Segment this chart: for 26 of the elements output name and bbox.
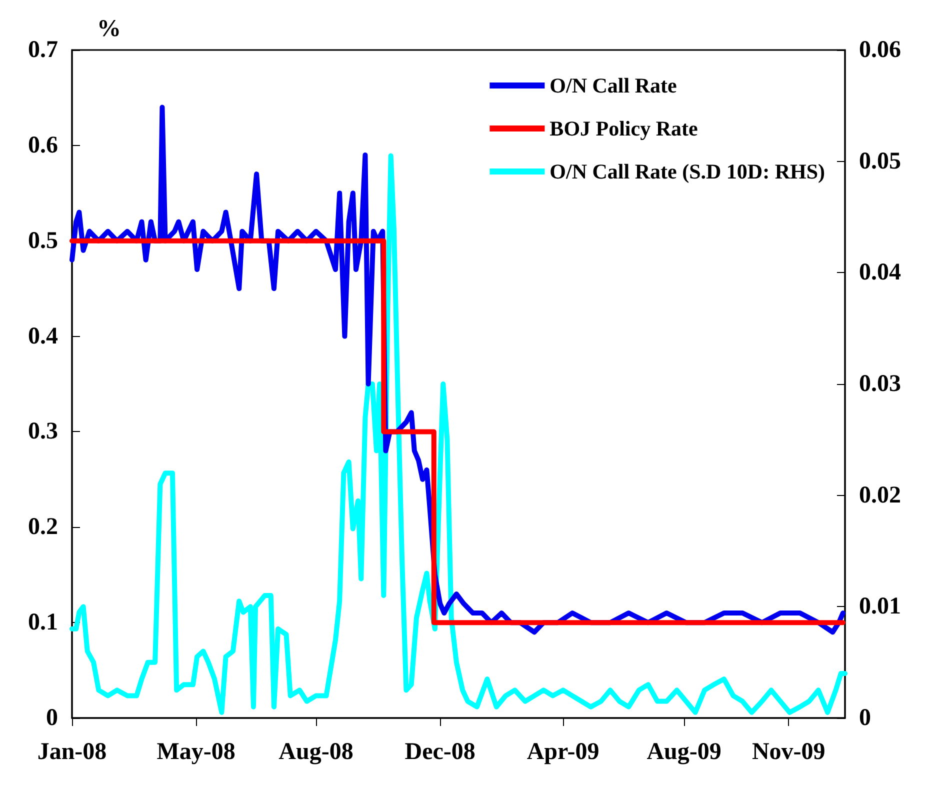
y-tick-label: 0.3 <box>28 418 58 445</box>
y2-tick-label: 0.03 <box>859 371 901 397</box>
y2-tick-label: 0.02 <box>859 482 901 508</box>
x-tick-label: May-08 <box>156 739 236 765</box>
x-tick-label: Aug-08 <box>278 739 354 765</box>
x-tick-label: Nov-09 <box>752 739 826 765</box>
x-tick-label: Dec-08 <box>404 739 476 765</box>
x-tick-label: Apr-09 <box>526 739 600 765</box>
y2-tick-label: 0 <box>859 705 871 731</box>
y-tick-label: 0.6 <box>28 132 58 158</box>
y-tick-label: 0.4 <box>28 323 58 350</box>
y2-tick-label: 0.04 <box>859 260 901 286</box>
y-tick-label: 0 <box>46 705 58 731</box>
y2-tick-label: 0.06 <box>859 37 901 63</box>
y-tick-label: 0.2 <box>28 514 58 540</box>
y2-tick-label: 0.01 <box>859 594 901 620</box>
y-tick-label: 0.1 <box>28 610 58 636</box>
x-tick-label: Aug-09 <box>646 739 722 765</box>
y-tick-label: 0.5 <box>28 228 58 254</box>
legend-label: BOJ Policy Rate <box>550 116 698 140</box>
y-axis-title: % <box>97 16 121 42</box>
x-tick-label: Jan-08 <box>37 739 107 765</box>
legend-label: O/N Call Rate <box>550 74 677 98</box>
y-tick-label: 0.7 <box>28 37 58 63</box>
y2-tick-label: 0.05 <box>859 148 901 174</box>
legend-label: O/N Call Rate (S.D 10D: RHS) <box>550 160 826 184</box>
